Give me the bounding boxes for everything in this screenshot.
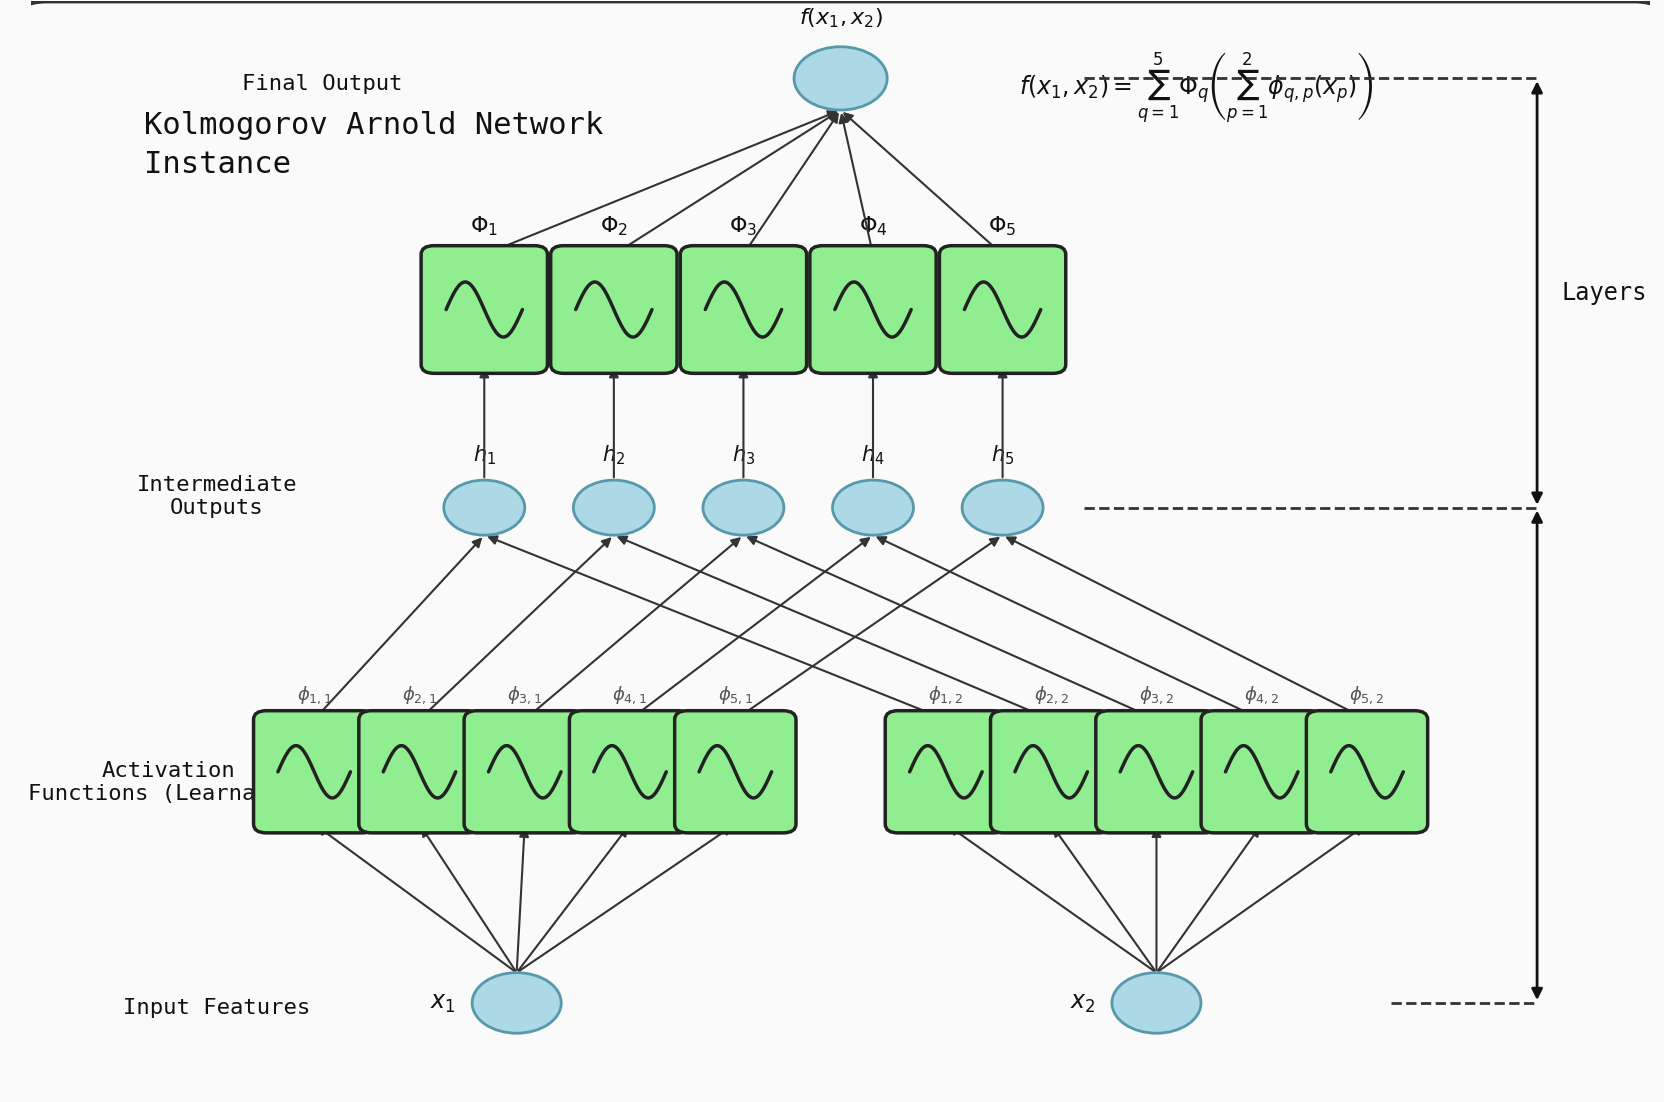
Text: $h_5$: $h_5$ — [990, 443, 1013, 467]
Text: $\phi_{1,2}$: $\phi_{1,2}$ — [929, 684, 963, 706]
Circle shape — [794, 46, 887, 110]
FancyBboxPatch shape — [809, 246, 935, 374]
FancyBboxPatch shape — [464, 711, 586, 833]
Text: $\phi_{4,2}$: $\phi_{4,2}$ — [1243, 684, 1278, 706]
Text: $\phi_{2,1}$: $\phi_{2,1}$ — [401, 684, 438, 706]
Text: $h_4$: $h_4$ — [860, 443, 884, 467]
Text: $\phi_{3,1}$: $\phi_{3,1}$ — [508, 684, 542, 706]
Text: Kolmogorov Arnold Network
Instance: Kolmogorov Arnold Network Instance — [145, 111, 602, 179]
Text: $\phi_{5,1}$: $\phi_{5,1}$ — [717, 684, 752, 706]
Text: $x_1$: $x_1$ — [431, 991, 456, 1015]
Text: Intermediate
Outputs: Intermediate Outputs — [136, 475, 298, 518]
FancyBboxPatch shape — [359, 711, 479, 833]
FancyBboxPatch shape — [253, 711, 374, 833]
FancyBboxPatch shape — [421, 246, 547, 374]
Circle shape — [572, 480, 654, 536]
Text: $h_2$: $h_2$ — [602, 443, 626, 467]
Text: $f(x_1, x_2) = \sum_{q=1}^{5} \Phi_q \left(\sum_{p=1}^{2} \phi_{q,p}(x_p)\right): $f(x_1, x_2) = \sum_{q=1}^{5} \Phi_q \le… — [1018, 51, 1373, 127]
Text: $\phi_{2,2}$: $\phi_{2,2}$ — [1033, 684, 1068, 706]
Text: Final Output: Final Output — [241, 74, 403, 94]
FancyBboxPatch shape — [1200, 711, 1321, 833]
Text: $\Phi_2$: $\Phi_2$ — [599, 215, 627, 238]
Circle shape — [444, 480, 524, 536]
Circle shape — [1112, 973, 1200, 1034]
FancyBboxPatch shape — [990, 711, 1112, 833]
Text: $\Phi_5$: $\Phi_5$ — [988, 215, 1017, 238]
FancyBboxPatch shape — [1095, 711, 1216, 833]
Text: $h_3$: $h_3$ — [732, 443, 754, 467]
Text: $\Phi_3$: $\Phi_3$ — [729, 215, 757, 238]
Text: Input Features: Input Features — [123, 998, 311, 1018]
Text: $\phi_{3,2}$: $\phi_{3,2}$ — [1138, 684, 1173, 706]
FancyBboxPatch shape — [938, 246, 1065, 374]
Text: $f(x_1, x_2)$: $f(x_1, x_2)$ — [799, 7, 882, 30]
Circle shape — [702, 480, 784, 536]
FancyBboxPatch shape — [885, 711, 1007, 833]
Text: $\phi_{4,1}$: $\phi_{4,1}$ — [612, 684, 647, 706]
Circle shape — [832, 480, 914, 536]
Text: Layers: Layers — [1561, 281, 1646, 305]
FancyBboxPatch shape — [681, 246, 805, 374]
Text: $h_1$: $h_1$ — [473, 443, 496, 467]
Circle shape — [473, 973, 561, 1034]
Text: $\Phi_1$: $\Phi_1$ — [469, 215, 498, 238]
FancyBboxPatch shape — [674, 711, 795, 833]
Text: $x_2$: $x_2$ — [1070, 991, 1095, 1015]
FancyBboxPatch shape — [1306, 711, 1426, 833]
Circle shape — [962, 480, 1042, 536]
Text: $\phi_{1,1}$: $\phi_{1,1}$ — [296, 684, 331, 706]
Text: $\phi_{5,2}$: $\phi_{5,2}$ — [1348, 684, 1384, 706]
Text: $\Phi_4$: $\Phi_4$ — [859, 215, 887, 238]
Text: Activation
Functions (Learnable): Activation Functions (Learnable) — [28, 761, 310, 804]
FancyBboxPatch shape — [569, 711, 691, 833]
FancyBboxPatch shape — [15, 1, 1664, 1102]
FancyBboxPatch shape — [551, 246, 677, 374]
